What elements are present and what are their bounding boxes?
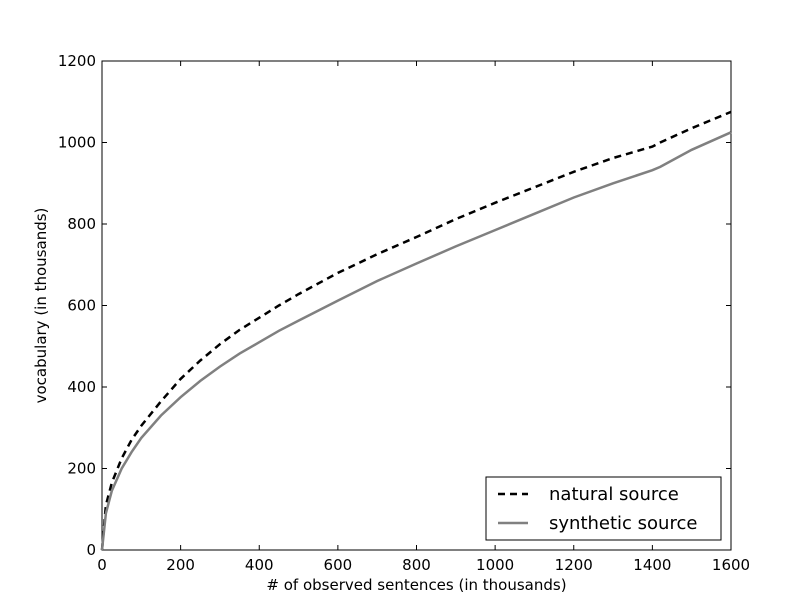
x-tick-label: 800 <box>402 556 431 574</box>
x-tick-label: 400 <box>245 556 274 574</box>
y-tick-label: 1000 <box>58 134 96 152</box>
series-line-1 <box>100 131 732 551</box>
y-tick-label: 1200 <box>58 52 96 70</box>
x-tick-label: 1200 <box>555 556 593 574</box>
y-tick-label: 600 <box>67 297 96 315</box>
y-tick-label: 400 <box>67 378 96 396</box>
x-tick-label: 1000 <box>476 556 514 574</box>
legend-label: natural source <box>549 484 679 505</box>
y-axis-label: vocabulary (in thousands) <box>32 208 50 404</box>
x-tick-label: 1600 <box>712 556 750 574</box>
x-tick-label: 0 <box>97 556 107 574</box>
y-tick-label: 200 <box>67 460 96 478</box>
legend: natural source synthetic source <box>485 476 722 541</box>
series-line-0 <box>100 110 732 551</box>
x-tick-label: 1400 <box>633 556 671 574</box>
x-axis-label: # of observed sentences (in thousands) <box>266 576 566 594</box>
axes: 0 200 400 600 800 1000 1200 1400 1600 0 200 400 600 8… <box>58 52 750 574</box>
plot-frame <box>101 60 732 551</box>
legend-label: synthetic source <box>549 513 697 534</box>
x-tick-label: 600 <box>324 556 353 574</box>
y-tick-label: 800 <box>67 215 96 233</box>
series-layer <box>100 110 732 551</box>
x-tick-label: 200 <box>166 556 195 574</box>
y-tick-label: 0 <box>86 541 96 559</box>
legend-box <box>485 476 722 541</box>
